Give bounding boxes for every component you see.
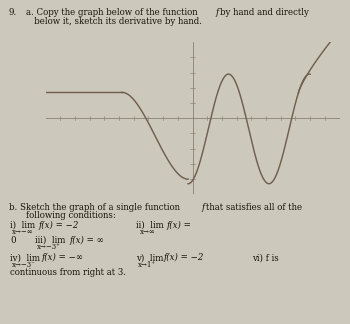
Text: f(x) = ∞: f(x) = ∞ xyxy=(70,236,105,245)
Text: continuous from right at 3.: continuous from right at 3. xyxy=(10,268,126,277)
Text: f: f xyxy=(215,8,218,17)
Text: f(x) =: f(x) = xyxy=(166,221,191,230)
Text: a. Copy the graph below of the function: a. Copy the graph below of the function xyxy=(26,8,201,17)
Text: 9.: 9. xyxy=(9,8,17,17)
Text: x→−3⁻: x→−3⁻ xyxy=(12,261,35,269)
Text: x→∞: x→∞ xyxy=(140,228,156,237)
Text: f(x) = −2: f(x) = −2 xyxy=(38,221,79,230)
Text: ii)  lim: ii) lim xyxy=(136,221,164,230)
Text: f(x) = −2: f(x) = −2 xyxy=(164,253,204,262)
Text: f(x) = −∞: f(x) = −∞ xyxy=(42,253,84,262)
Text: b. Sketch the graph of a single function: b. Sketch the graph of a single function xyxy=(9,202,182,212)
Text: by hand and directly: by hand and directly xyxy=(220,8,309,17)
Text: iv)  lim: iv) lim xyxy=(10,253,41,262)
Text: following conditions:: following conditions: xyxy=(26,211,116,220)
Text: that satisfies all of the: that satisfies all of the xyxy=(206,202,302,212)
Text: x→−∞: x→−∞ xyxy=(12,228,33,237)
Text: x→−3⁺: x→−3⁺ xyxy=(37,243,61,251)
Text: f: f xyxy=(201,202,204,212)
Text: v)  lim: v) lim xyxy=(136,253,164,262)
Text: vi) f is: vi) f is xyxy=(252,253,279,262)
Text: i)  lim: i) lim xyxy=(10,221,36,230)
Text: iii)  lim: iii) lim xyxy=(35,236,65,245)
Text: x→1⁺: x→1⁺ xyxy=(138,261,156,269)
Text: 0: 0 xyxy=(10,236,16,245)
Text: below it, sketch its derivative by hand.: below it, sketch its derivative by hand. xyxy=(26,17,202,26)
